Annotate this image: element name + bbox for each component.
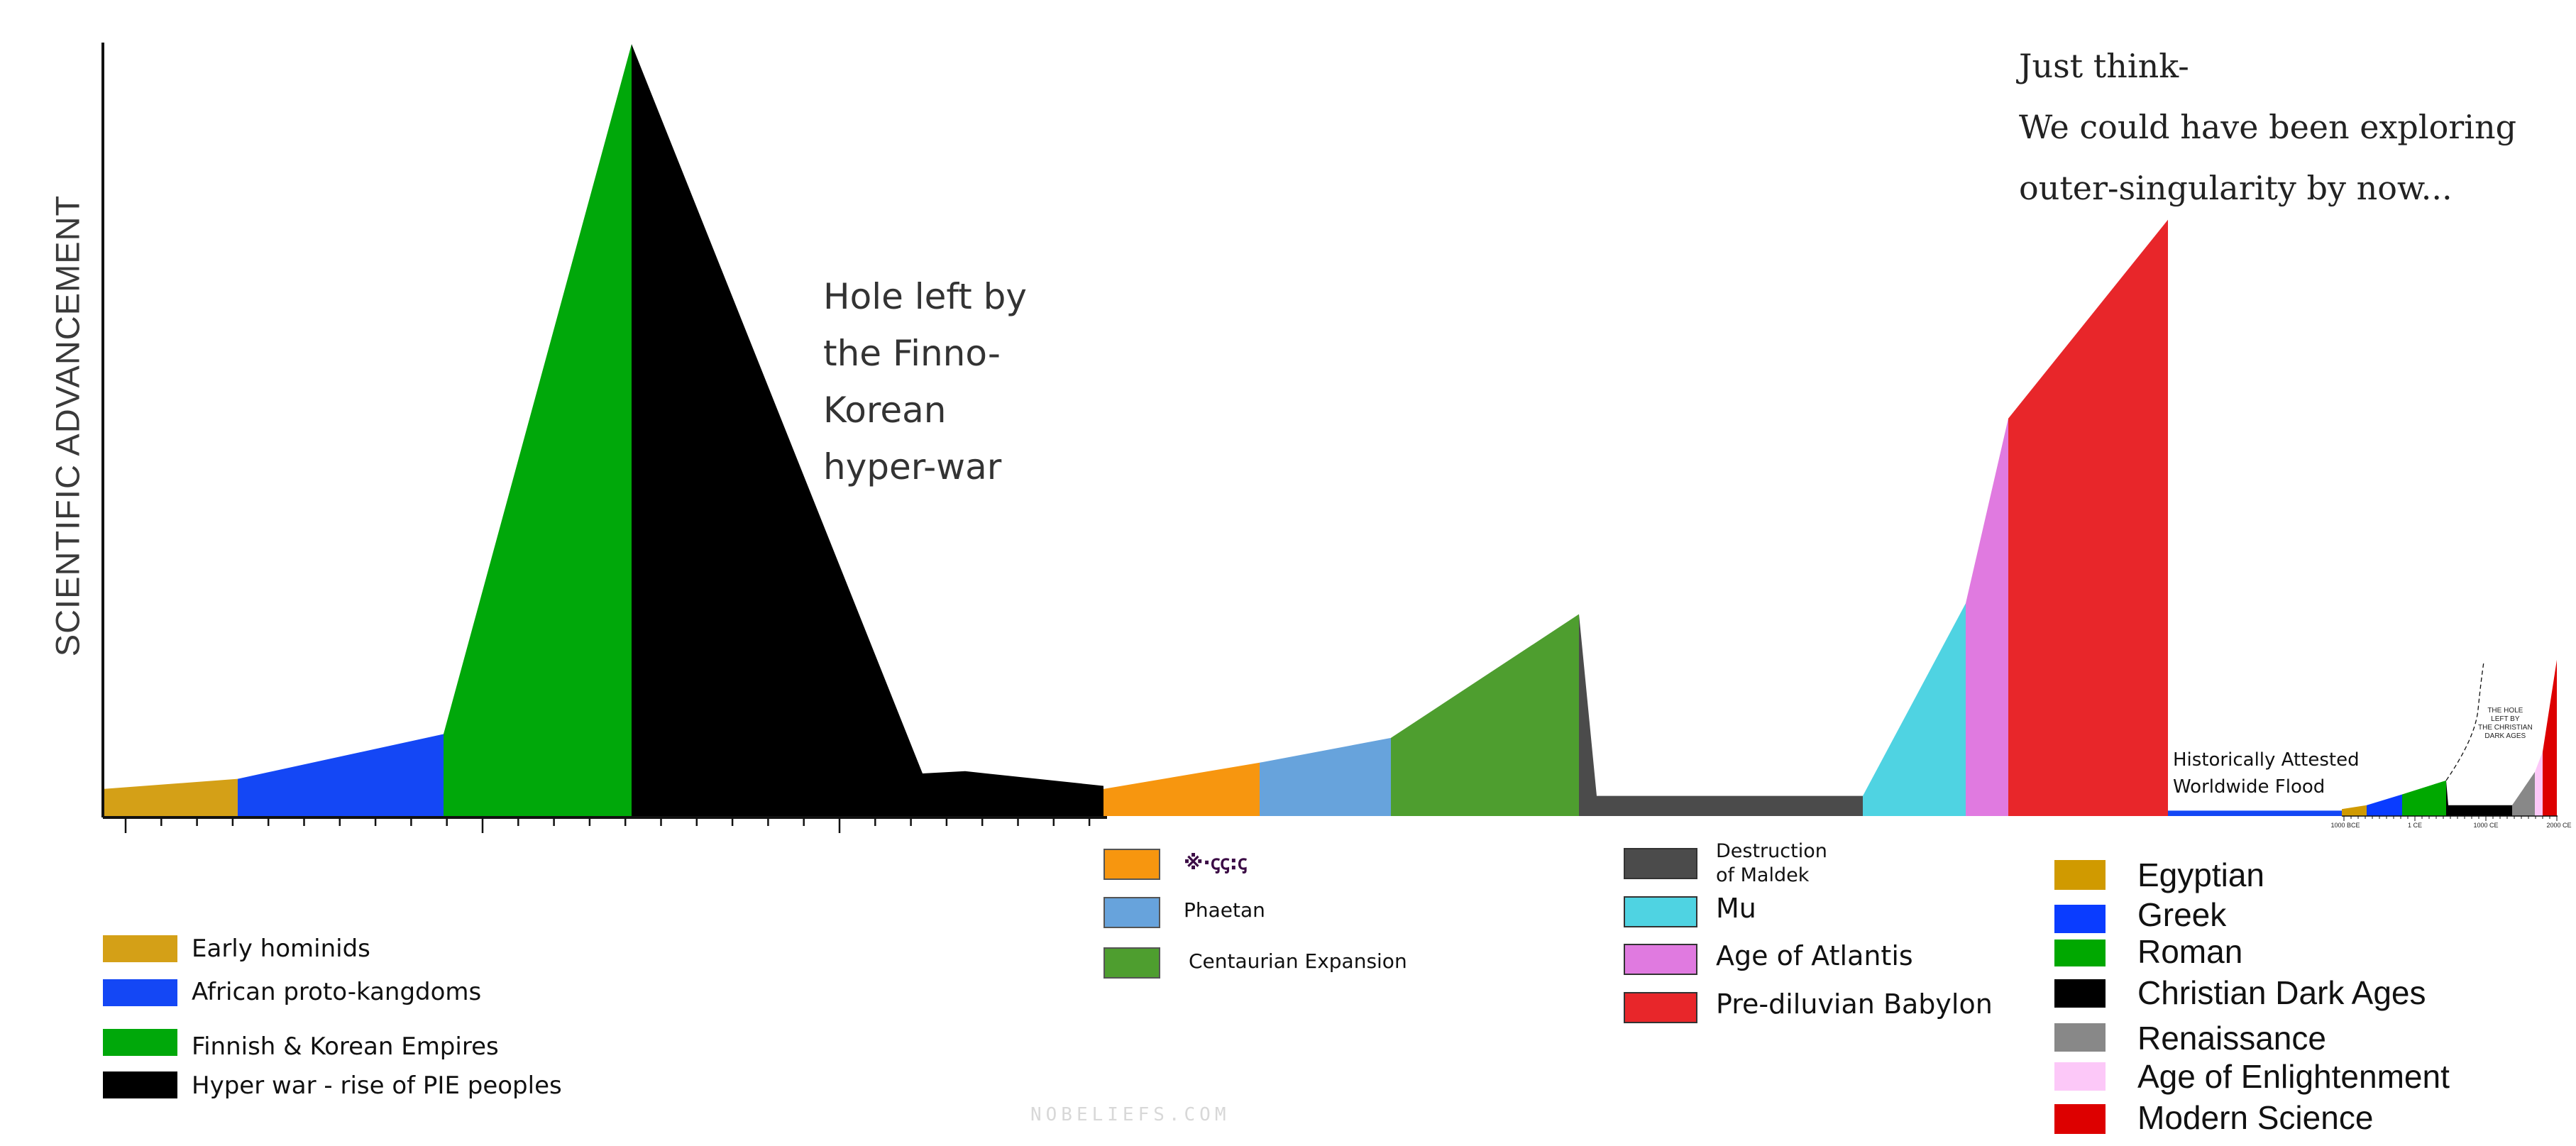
- legend-label: Egyptian: [2137, 856, 2265, 893]
- area-segment-age-of-atlantis: [1966, 418, 2008, 816]
- y-axis-label: SCIENTIFIC ADVANCEMENT: [48, 194, 87, 657]
- think-line: Just think-: [2019, 47, 2189, 85]
- legend-swatch: [2054, 1062, 2106, 1091]
- area-segment-african-proto-kangdoms: [238, 734, 444, 816]
- area-segment-renaissance: [2512, 771, 2535, 816]
- flood-line: Worldwide Flood: [2173, 776, 2325, 798]
- area-segment-christian-dark-ages: [2446, 780, 2512, 816]
- legend-swatch: [1624, 896, 1697, 927]
- area-segment-phaetan: [1260, 737, 1391, 816]
- area-segment-hyper-war-rise-of-pie-peoples: [632, 44, 1103, 816]
- just-think-annotation: Just think- We could have been exploring…: [2019, 35, 2516, 219]
- watermark: NOBELIEFS.COM: [1030, 1104, 1231, 1125]
- area-segment-egyptian: [2342, 805, 2367, 816]
- area-segment-glyph-script: [1103, 762, 1260, 816]
- legend-label: Roman: [2137, 933, 2243, 970]
- legend-label: Age of Atlantis: [1716, 940, 1913, 971]
- legend-label: Mu: [1716, 893, 1756, 924]
- legend-swatch: [2054, 1104, 2106, 1134]
- area-segment-mu: [1863, 603, 1966, 816]
- legend-swatch: [2054, 905, 2106, 933]
- legend-label: Centaurian Expansion: [1189, 949, 1407, 973]
- flood-line: Historically Attested: [2173, 749, 2360, 771]
- legend-label: Greek: [2137, 896, 2227, 933]
- area-segment-roman: [2402, 780, 2446, 816]
- area-segment-age-of-enlightenment: [2535, 751, 2543, 816]
- legend-swatch: [103, 1029, 177, 1056]
- hole-annotation: Hole left by the Finno- Korean hyper-war: [823, 268, 1027, 495]
- legend-label: Pre-diluvian Babylon: [1716, 988, 1993, 1020]
- hole-line: hyper-war: [823, 446, 1002, 487]
- inset-area-series: [2342, 659, 2557, 816]
- legend-label: Age of Enlightenment: [2137, 1058, 2450, 1095]
- legend-swatch: [103, 979, 177, 1006]
- main-area-series: [103, 44, 2342, 816]
- inset-tick-label: 1000 BCE: [2330, 822, 2360, 829]
- legend-label: Christian Dark Ages: [2137, 974, 2426, 1011]
- inset-dashed-curve: [2445, 661, 2484, 781]
- think-line: outer-singularity by now...: [2019, 169, 2453, 207]
- hole-line: Hole left by: [823, 276, 1027, 317]
- legend-label: Early hominids: [192, 935, 370, 963]
- inset-note-line: THE CHRISTIAN: [2478, 724, 2533, 732]
- legend-label: Finnish & Korean Empires: [192, 1032, 499, 1061]
- x-axis-ticks: [124, 817, 1091, 833]
- area-segment-early-hominids: [103, 778, 238, 816]
- hole-line: the Finno-: [823, 333, 1001, 374]
- inset-note-line: DARK AGES: [2484, 732, 2526, 740]
- inset-dark-ages-note: THE HOLE LEFT BY THE CHRISTIAN DARK AGES: [2478, 707, 2533, 741]
- inset-tick-label: 1 CE: [2407, 822, 2423, 829]
- area-segment-greek: [2367, 794, 2402, 816]
- legend-label: Renaissance: [2137, 1020, 2326, 1057]
- legend-swatch: [1103, 849, 1160, 880]
- area-segment-modern-science: [2543, 659, 2557, 816]
- think-line: We could have been exploring: [2019, 108, 2517, 146]
- legend-swatch: [2054, 940, 2106, 966]
- area-segment-pre-diluvian-babylon: [2008, 219, 2168, 816]
- inset-x-axis-ticks: [2343, 816, 2558, 821]
- area-segment-historically-attested-worldwide-flood: [2168, 810, 2342, 816]
- legend-swatch: [1624, 848, 1697, 879]
- flood-annotation: Historically Attested Worldwide Flood: [2173, 746, 2360, 800]
- legend-label: ※·ꞔꞔ꞉ꞔ: [1184, 851, 1248, 874]
- legend-swatch: [1624, 944, 1697, 975]
- legend-swatch: [103, 1071, 177, 1098]
- legend-swatch: [1103, 947, 1160, 979]
- legend-swatch: [103, 935, 177, 962]
- inset-note-line: LEFT BY: [2491, 715, 2520, 723]
- legend-label: Modern Science: [2137, 1099, 2374, 1136]
- legend-swatch: [1103, 897, 1160, 928]
- hole-line: Korean: [823, 390, 947, 431]
- legend-swatch: [2054, 860, 2106, 890]
- legend-label: Destruction of Maldek: [1716, 840, 1827, 886]
- inset-tick-label: 2000 CE: [2546, 822, 2572, 829]
- inset-tick-label: 1000 CE: [2473, 822, 2499, 829]
- area-segment-finnish-korean-empires: [444, 44, 632, 816]
- inset-note-line: THE HOLE: [2487, 707, 2523, 715]
- area-segment-destruction-of-maldek: [1579, 614, 1863, 816]
- legend-label: African proto-kangdoms: [192, 978, 482, 1006]
- legend-swatch: [1624, 992, 1697, 1023]
- legend-swatch: [2054, 979, 2106, 1008]
- legend-label: Hyper war - rise of PIE peoples: [192, 1071, 562, 1100]
- area-segment-centaurian-expansion: [1391, 614, 1579, 816]
- legend-label: Phaetan: [1184, 898, 1265, 922]
- legend-swatch: [2054, 1023, 2106, 1052]
